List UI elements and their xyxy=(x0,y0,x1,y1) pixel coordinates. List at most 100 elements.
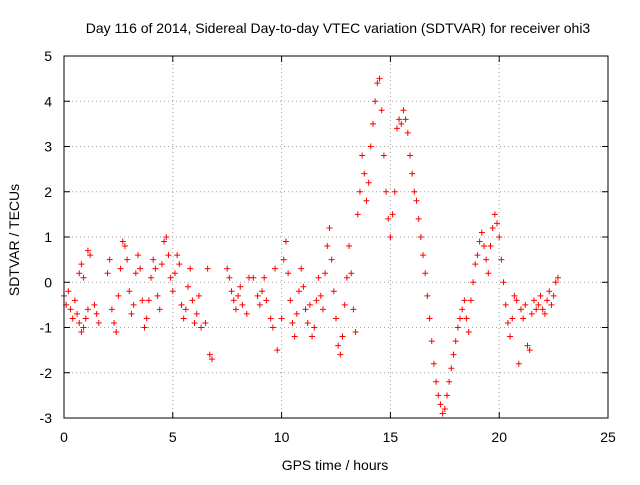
data-point xyxy=(539,306,546,313)
data-point xyxy=(115,292,122,299)
data-point xyxy=(361,170,368,177)
data-point xyxy=(343,274,350,281)
data-point xyxy=(520,315,527,322)
data-point xyxy=(108,306,115,313)
data-point xyxy=(383,188,390,195)
data-point xyxy=(267,315,274,322)
data-point xyxy=(259,288,266,295)
data-point xyxy=(322,270,329,277)
x-tick-label: 20 xyxy=(491,429,507,445)
data-point xyxy=(378,107,385,114)
x-tick-label: 5 xyxy=(169,429,177,445)
data-point xyxy=(452,338,459,345)
data-point xyxy=(121,243,128,250)
data-point xyxy=(426,315,433,322)
data-point xyxy=(80,274,87,281)
data-point xyxy=(124,256,131,263)
data-point xyxy=(528,310,535,317)
data-point xyxy=(113,329,120,336)
data-point xyxy=(176,261,183,268)
data-point xyxy=(78,261,85,268)
data-point xyxy=(324,243,331,250)
data-point xyxy=(385,215,392,222)
data-point xyxy=(422,270,429,277)
data-point xyxy=(524,342,531,349)
data-point xyxy=(228,288,235,295)
data-point xyxy=(296,288,303,295)
data-point xyxy=(195,292,202,299)
data-point xyxy=(424,292,431,299)
data-point xyxy=(185,283,192,290)
data-point xyxy=(454,324,461,331)
data-point xyxy=(300,283,307,290)
data-point xyxy=(441,405,448,412)
y-tick-label: 1 xyxy=(44,229,52,245)
data-point xyxy=(335,342,342,349)
data-point xyxy=(420,252,427,259)
data-point xyxy=(552,279,559,286)
data-point xyxy=(463,315,470,322)
y-tick-label: -2 xyxy=(40,365,53,381)
x-tick-label: 15 xyxy=(383,429,399,445)
data-point xyxy=(356,188,363,195)
data-point xyxy=(65,288,72,295)
data-point xyxy=(457,315,464,322)
data-point xyxy=(446,378,453,385)
data-point xyxy=(433,378,440,385)
y-tick-label: 4 xyxy=(44,93,52,109)
data-point xyxy=(106,256,113,263)
data-point xyxy=(461,297,468,304)
data-point xyxy=(507,333,514,340)
data-point xyxy=(511,292,518,299)
data-point xyxy=(187,265,194,272)
data-point xyxy=(391,188,398,195)
y-tick-label: -3 xyxy=(40,410,53,426)
data-point xyxy=(180,315,187,322)
data-point xyxy=(67,306,74,313)
data-point xyxy=(204,265,211,272)
x-tick-label: 0 xyxy=(60,429,68,445)
data-point xyxy=(415,215,422,222)
data-point xyxy=(269,324,276,331)
data-point xyxy=(178,301,185,308)
data-point xyxy=(287,297,294,304)
data-point xyxy=(317,292,324,299)
x-tick-label: 10 xyxy=(274,429,290,445)
data-point xyxy=(263,297,270,304)
data-point xyxy=(459,306,466,313)
y-tick-label: -1 xyxy=(40,320,53,336)
data-point xyxy=(76,319,83,326)
data-point xyxy=(154,292,161,299)
data-point xyxy=(389,211,396,218)
data-point xyxy=(274,347,281,354)
data-point xyxy=(544,297,551,304)
data-point xyxy=(167,274,174,281)
data-point xyxy=(126,288,133,295)
data-point xyxy=(137,265,144,272)
data-point xyxy=(341,301,348,308)
data-point xyxy=(224,265,231,272)
data-point xyxy=(450,351,457,358)
data-point xyxy=(328,256,335,263)
data-point xyxy=(483,256,490,263)
data-point xyxy=(448,365,455,372)
data-point xyxy=(278,315,285,322)
data-point xyxy=(193,310,200,317)
data-point xyxy=(309,333,316,340)
data-point xyxy=(474,252,481,259)
data-point xyxy=(496,234,503,240)
data-point xyxy=(478,229,485,236)
data-point xyxy=(182,306,189,313)
data-point xyxy=(548,301,555,308)
data-point xyxy=(87,252,94,259)
tick-layer: 0 5 10 15 20 25 -3 -2 -1 0 1 2 3 4 5 xyxy=(40,48,616,445)
data-point xyxy=(143,315,150,322)
data-point xyxy=(235,292,242,299)
data-point xyxy=(71,297,78,304)
data-point xyxy=(359,152,366,159)
data-point xyxy=(435,392,442,399)
data-point xyxy=(485,270,492,277)
data-point xyxy=(191,319,198,326)
y-tick-label: 5 xyxy=(44,48,52,64)
